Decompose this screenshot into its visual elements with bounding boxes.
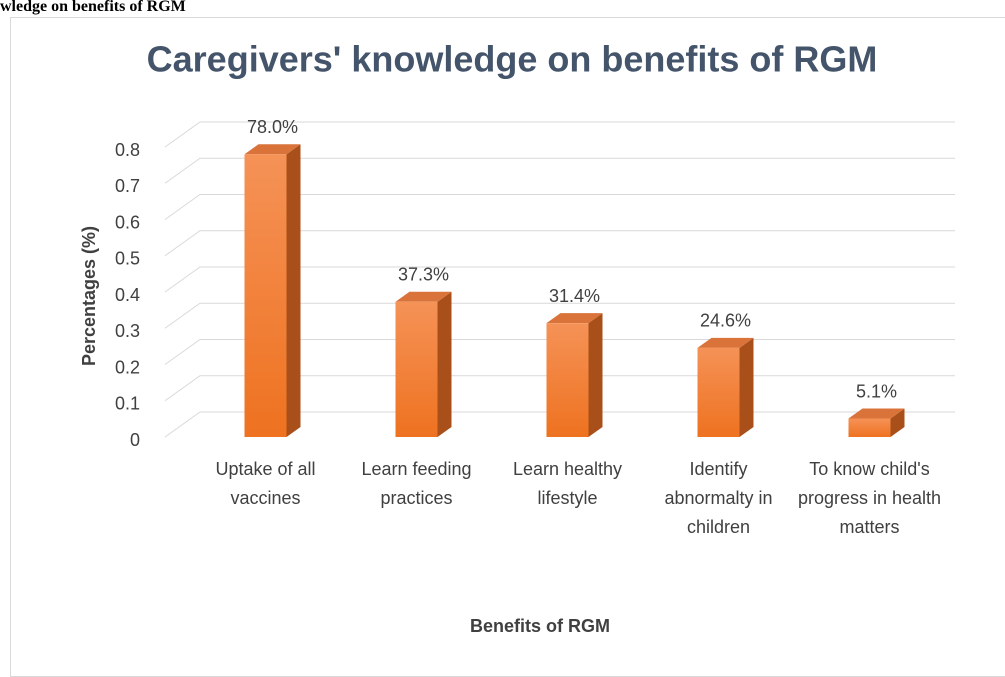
bar <box>697 347 740 437</box>
bar-side <box>588 313 603 437</box>
x-tick-label: Learn healthy lifestyle <box>512 459 623 508</box>
x-tick-label: Identify abnormalty in children <box>664 459 773 537</box>
y-tick-label: 0.4 <box>115 285 140 305</box>
grid-line <box>164 121 955 148</box>
bar <box>395 301 438 437</box>
bar-top <box>546 313 603 324</box>
x-tick-label: Uptake of all vaccines <box>215 459 316 508</box>
page-caption: wledge on benefits of RGM <box>0 0 186 15</box>
y-axis-title: Percentages (%) <box>79 226 99 366</box>
y-tick-label: 0.8 <box>115 140 140 160</box>
bar-side <box>286 144 301 437</box>
bar-side <box>890 408 905 437</box>
data-label: 78.0% <box>247 117 298 137</box>
grid-line <box>164 339 955 365</box>
data-label: 37.3% <box>398 265 449 285</box>
data-label: 5.1% <box>856 381 897 401</box>
y-tick-label: 0.2 <box>115 357 140 377</box>
x-tick-label: Learn feeding practices <box>361 459 472 508</box>
bar <box>848 418 891 437</box>
bar-side <box>739 337 754 437</box>
grid-line <box>164 266 955 293</box>
y-tick-label: 0.6 <box>115 212 140 232</box>
data-label: 31.4% <box>549 286 600 306</box>
grid-line <box>164 194 955 220</box>
bar-top <box>395 291 452 302</box>
grid-line <box>164 230 955 257</box>
y-tick-label: 0.1 <box>115 394 140 414</box>
bar <box>244 154 287 437</box>
bar-top <box>244 144 301 155</box>
bar-top <box>848 408 905 419</box>
y-tick-label: 0.3 <box>115 321 140 341</box>
bar-top <box>697 337 754 348</box>
bar-side <box>437 291 452 437</box>
chart-title: Caregivers' knowledge on benefits of RGM <box>147 39 878 80</box>
grid-line <box>164 302 955 329</box>
y-tick-label: 0.7 <box>115 176 140 196</box>
x-tick-label: To know child's progress in health matte… <box>797 459 942 537</box>
x-axis-title: Benefits of RGM <box>470 616 610 636</box>
bar <box>546 323 589 437</box>
grid-line <box>164 157 955 184</box>
y-tick-label: 0.5 <box>115 249 140 269</box>
data-label: 24.6% <box>700 311 751 331</box>
y-tick-label: 0 <box>130 430 140 450</box>
